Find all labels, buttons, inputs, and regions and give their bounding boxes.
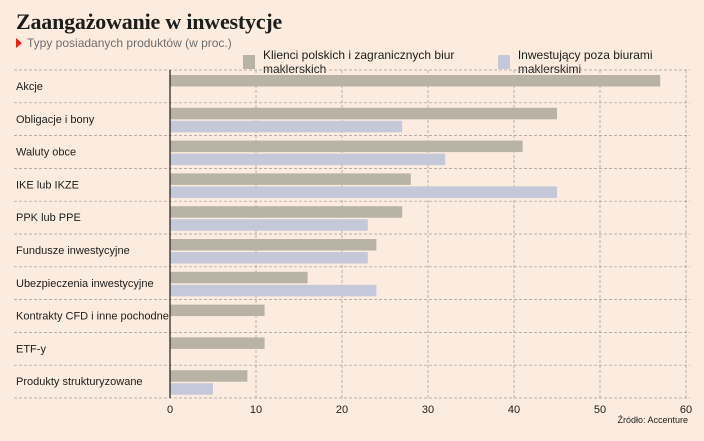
legend-item-series2: Inwestujący poza biurami maklerskimi xyxy=(497,48,690,76)
source-note: Źródło: Accenture xyxy=(617,415,688,425)
bar-2 xyxy=(170,186,557,198)
x-tick-label: 0 xyxy=(167,404,173,416)
legend-label-series2: Inwestujący poza biurami maklerskimi xyxy=(517,48,653,76)
bar-1 xyxy=(170,370,248,382)
bar-1 xyxy=(170,206,403,218)
category-label: Kontrakty CFD i inne pochodne xyxy=(16,311,169,323)
category-label: PPK lub PPE xyxy=(16,212,81,224)
category-label: Ubezpieczenia inwestycyjne xyxy=(16,278,154,290)
legend-swatch-series1 xyxy=(243,55,255,69)
category-label: Waluty obce xyxy=(16,147,76,159)
bar-1 xyxy=(170,75,661,87)
x-tick-label: 60 xyxy=(680,404,692,416)
bar-2 xyxy=(170,219,368,231)
bar-1 xyxy=(170,271,308,284)
x-tick-label: 20 xyxy=(336,404,348,416)
category-label: ETF-y xyxy=(16,343,46,355)
category-label: Akcje xyxy=(16,81,43,93)
bar-2 xyxy=(170,153,446,166)
x-tick-label: 30 xyxy=(422,404,434,416)
legend-label-series1: Klienci polskich i zagranicznych biur ma… xyxy=(262,48,455,76)
category-label: Fundusze inwestycyjne xyxy=(16,245,130,257)
category-label: Produkty strukturyzowane xyxy=(16,376,143,388)
category-label: Obligacje i bony xyxy=(16,114,95,126)
chart-subtitle: Typy posiadanych produktów (w proc.) xyxy=(16,36,232,50)
legend-swatch-series2 xyxy=(497,55,510,69)
subtitle-text: Typy posiadanych produktów (w proc.) xyxy=(27,36,232,50)
bar-2 xyxy=(170,120,403,133)
x-tick-label: 40 xyxy=(508,404,520,416)
x-tick-label: 10 xyxy=(250,404,262,416)
bar-2 xyxy=(170,284,377,297)
bar-1 xyxy=(170,173,411,185)
bar-1 xyxy=(170,337,265,349)
bar-2 xyxy=(170,383,213,395)
chart-title: Zaangażowanie w inwestycje xyxy=(16,9,283,34)
category-label: IKE lub IKZE xyxy=(16,179,79,191)
legend: Klienci polskich i zagranicznych biur ma… xyxy=(243,48,704,76)
legend-item-series1: Klienci polskich i zagranicznych biur ma… xyxy=(243,48,484,76)
bar-1 xyxy=(170,239,377,251)
triangle-marker-icon xyxy=(16,38,22,48)
bar-1 xyxy=(170,107,557,120)
x-tick-label: 50 xyxy=(594,404,606,416)
bar-1 xyxy=(170,140,523,153)
bar-2 xyxy=(170,252,368,264)
bar-1 xyxy=(170,304,265,317)
